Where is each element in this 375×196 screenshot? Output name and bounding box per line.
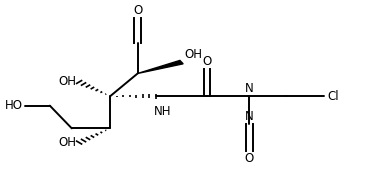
Text: N: N — [245, 82, 254, 95]
Text: Cl: Cl — [327, 90, 339, 103]
Polygon shape — [138, 60, 183, 74]
Text: O: O — [202, 55, 212, 68]
Text: OH: OH — [58, 75, 76, 88]
Text: OH: OH — [58, 136, 76, 149]
Text: N: N — [245, 110, 254, 123]
Text: NH: NH — [154, 105, 171, 118]
Text: OH: OH — [184, 48, 202, 61]
Text: O: O — [244, 152, 254, 165]
Text: HO: HO — [4, 99, 22, 112]
Text: O: O — [133, 4, 142, 17]
